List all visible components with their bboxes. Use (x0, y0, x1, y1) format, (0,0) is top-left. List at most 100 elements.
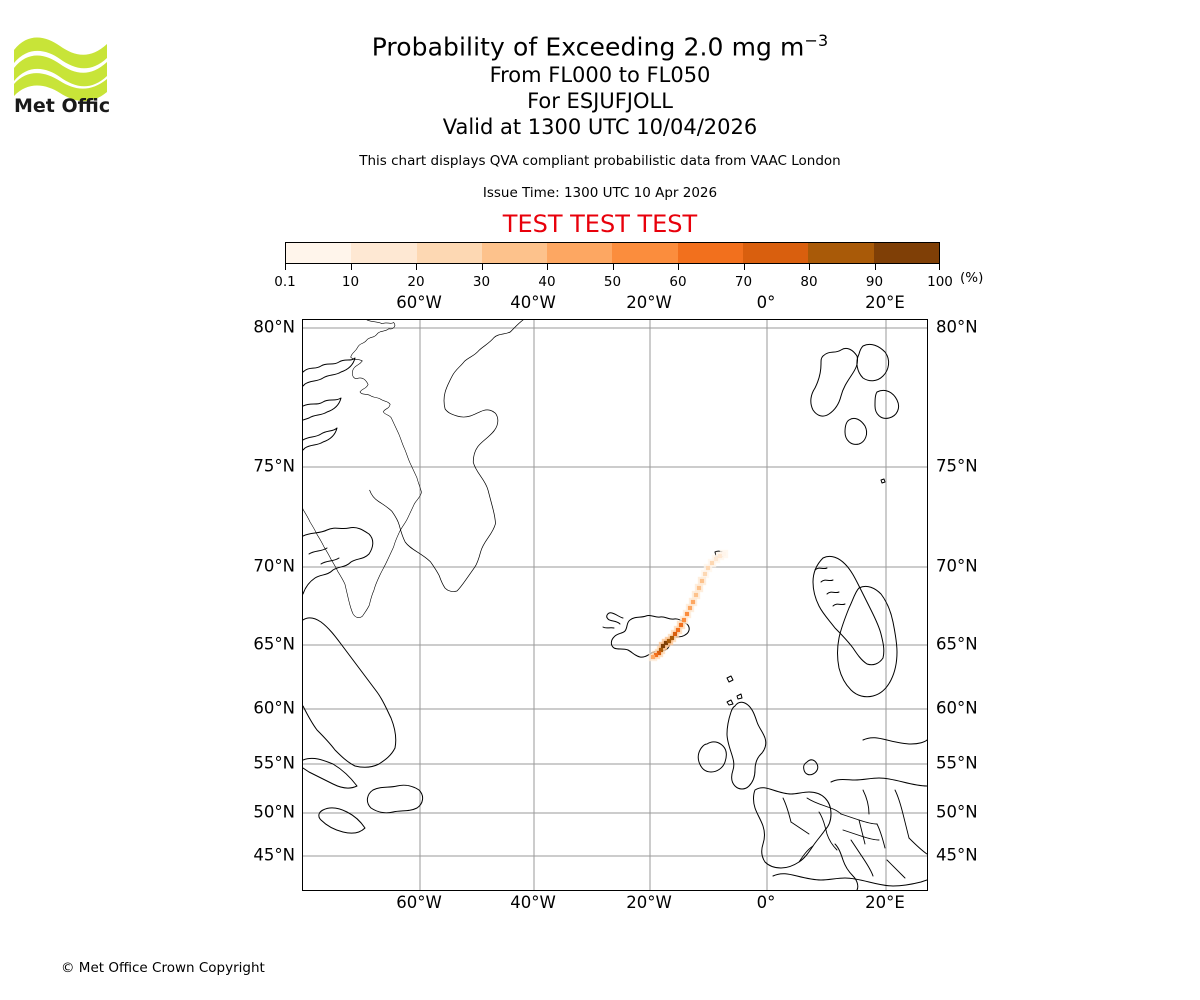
coastline-labrador (303, 617, 397, 768)
coastlines (303, 320, 927, 890)
coastline-adriatic (850, 839, 874, 877)
colorbar-tick-2 (416, 264, 417, 270)
chart-title-block: Probability of Exceeding 2.0 mg m−3 From… (0, 0, 1200, 238)
colorbar: 0.1 10 20 30 40 50 60 70 80 90 100 (274, 242, 953, 294)
colorbar-tick-label-4: 40 (538, 274, 556, 290)
coastline-nova-scotia (318, 807, 366, 834)
colorbar-band-9 (873, 243, 939, 263)
ash-plume-cell-8 (672, 631, 678, 637)
ash-plume-cell-23 (721, 551, 727, 557)
y-tick-label-left-2: 70°N (253, 556, 295, 576)
y-tick-label-left-6: 50°N (253, 802, 295, 822)
coastline-greenland-body (369, 320, 524, 592)
colorbar-tick-9 (874, 264, 876, 270)
x-tick-label-top-4: 20°E (865, 293, 905, 312)
ash-plume-cell-9 (675, 627, 681, 633)
y-tick-label-right-6: 50°N (936, 802, 978, 822)
colorbar-bands (285, 242, 940, 264)
coastline-norway-fjords (814, 567, 846, 607)
coastline-svalbard-south (844, 417, 868, 445)
colorbar-band-2 (416, 243, 482, 263)
colorbar-tick-5 (612, 264, 614, 270)
x-tick-label-top-1: 40°W (510, 293, 556, 312)
coastline-ireland (697, 741, 727, 773)
coastline-svalbard-east (856, 343, 890, 382)
colorbar-ticks (285, 264, 940, 274)
coastline-scandinavia-main (837, 585, 898, 698)
page-title: Probability of Exceeding 2.0 mg m−3 (0, 26, 1200, 62)
coastline-svalbard-edgeoya (874, 389, 900, 419)
title-exponent: −3 (804, 31, 829, 50)
coastline-scotland-islands (726, 693, 743, 706)
y-tick-label-right-4: 60°N (936, 698, 978, 718)
y-tick-label-right-0: 80°N (936, 317, 978, 337)
x-tick-label-bottom-4: 20°E (865, 893, 905, 912)
colorbar-tick-label-6: 60 (669, 274, 687, 290)
colorbar-tick-7 (743, 264, 745, 270)
ash-plume-cell-3 (658, 647, 664, 653)
coastline-norway (812, 555, 885, 666)
x-tick-label-bottom-3: 0° (756, 893, 776, 912)
y-tick-label-right-5: 55°N (936, 753, 978, 773)
colorbar-band-1 (351, 243, 417, 263)
valid-time-line: Valid at 1300 UTC 10/04/2026 (442, 115, 758, 140)
colorbar-tick-labels: 0.1 10 20 30 40 50 60 70 80 90 100 (274, 274, 953, 294)
ash-plume-cell-4 (656, 650, 662, 656)
colorbar-tick-1 (350, 264, 352, 270)
ash-plume-cell-20 (709, 560, 715, 566)
colorbar-tick-0 (285, 264, 286, 270)
colorbar-tick-label-9: 90 (865, 274, 884, 290)
coastline-italy (834, 843, 859, 890)
colorbar-tick-label-8: 80 (800, 274, 818, 290)
ash-plume-cell-19 (705, 565, 711, 571)
colorbar-band-5 (612, 243, 678, 263)
ash-plume-cell-12 (684, 611, 690, 617)
colorbar-tick-4 (547, 264, 548, 270)
x-tick-label-top-0: 60°W (396, 293, 442, 312)
y-tick-label-right-1: 75°N (936, 456, 978, 476)
y-tick-label-left-4: 60°N (253, 698, 295, 718)
x-tick-label-bottom-1: 40°W (510, 893, 556, 912)
ash-plume-cell-22 (717, 553, 723, 559)
copyright-footer: © Met Office Crown Copyright (61, 960, 265, 976)
colorbar-band-0 (286, 243, 352, 263)
colorbar-band-8 (808, 243, 874, 263)
ash-plume-cell-0 (660, 643, 666, 649)
ash-plume-cell-17 (699, 578, 705, 584)
colorbar-tick-label-0: 0.1 (274, 274, 296, 290)
logo-waves (14, 37, 107, 102)
coastline-europe-east (830, 777, 927, 787)
map-gridlines (303, 320, 927, 890)
colorbar-tick-label-5: 50 (603, 274, 622, 290)
logo-text: Met Office (14, 95, 110, 114)
coastline-gulf-st-lawrence (303, 757, 358, 789)
ash-plume-cell-21 (713, 556, 719, 562)
y-tick-label-left-1: 75°N (253, 456, 295, 476)
coastline-baffin-island (303, 527, 374, 595)
coastline-faroe (726, 675, 734, 683)
colorbar-tick-label-7: 70 (734, 274, 753, 290)
coastline-newfoundland (366, 784, 424, 814)
coastline-svalbard-west (810, 347, 858, 417)
y-tick-label-left-7: 45°N (253, 845, 295, 865)
colorbar-tick-10 (939, 264, 940, 270)
ash-plume-cell-15 (693, 592, 699, 598)
colorbar-tick-label-10: 100 (927, 274, 953, 290)
coastline-bear-island (880, 478, 886, 484)
issue-time: Issue Time: 1300 UTC 10 Apr 2026 (482, 185, 718, 202)
ash-plume-cell-6 (650, 654, 656, 660)
colorbar-tick-label-1: 10 (341, 274, 360, 290)
map-plot-area[interactable] (302, 319, 928, 891)
ash-plume-cell-10 (678, 622, 684, 628)
ash-plume-cell-14 (690, 599, 696, 605)
colorbar-band-6 (677, 243, 744, 263)
ash-plume-cell-13 (687, 605, 693, 611)
coastline-denmark (803, 759, 819, 776)
colorbar-unit-label: (%) (960, 270, 984, 286)
colorbar-band-7 (743, 243, 809, 263)
colorbar-tick-6 (678, 264, 679, 270)
x-tick-label-bottom-2: 20°W (626, 893, 672, 912)
coastline-iceland-west-fjords (602, 612, 624, 629)
colorbar-tick-3 (481, 264, 483, 270)
ash-plume-cell-11 (681, 617, 687, 623)
